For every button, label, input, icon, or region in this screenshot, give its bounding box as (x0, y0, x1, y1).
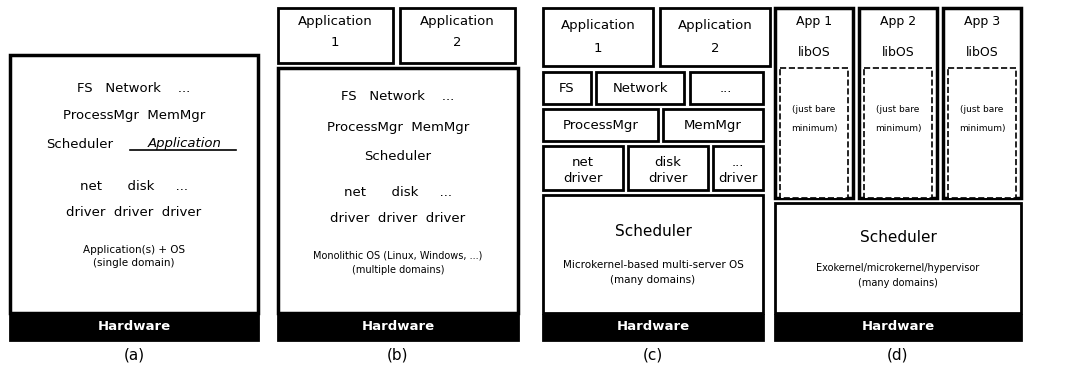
Text: driver: driver (648, 172, 688, 184)
Text: (a): (a) (123, 347, 145, 362)
Text: driver: driver (564, 172, 603, 184)
Bar (543, 315, 762, 340)
Text: App 3: App 3 (964, 15, 1000, 28)
Text: FS   Network    ...: FS Network ... (341, 91, 455, 104)
Text: ...: ... (732, 155, 744, 169)
Bar (690, 72, 762, 104)
Bar (400, 8, 515, 63)
Bar (543, 8, 653, 66)
Bar (278, 8, 393, 63)
Bar (10, 55, 258, 313)
Text: Hardware: Hardware (862, 320, 934, 334)
Text: ProcessMgr  MemMgr: ProcessMgr MemMgr (327, 120, 469, 134)
Text: driver  driver  driver: driver driver driver (330, 211, 465, 224)
Bar (278, 315, 518, 340)
Bar (543, 109, 658, 141)
Text: 1: 1 (594, 42, 603, 54)
Bar (775, 315, 1021, 340)
Text: Microkernel-based multi-server OS: Microkernel-based multi-server OS (563, 260, 743, 270)
Bar (660, 8, 770, 66)
Text: Scheduler: Scheduler (46, 138, 113, 150)
Text: Exokernel/microkernel/hypervisor: Exokernel/microkernel/hypervisor (816, 263, 980, 273)
Text: ...: ... (719, 81, 732, 95)
Text: libOS: libOS (798, 46, 831, 58)
Text: net      disk     ...: net disk ... (345, 185, 453, 199)
Text: (many domains): (many domains) (610, 275, 696, 285)
Text: Hardware: Hardware (362, 320, 434, 334)
Text: (just bare: (just bare (960, 105, 1003, 115)
Text: 2: 2 (453, 35, 461, 49)
Bar (10, 315, 258, 340)
Text: libOS: libOS (966, 46, 998, 58)
Text: (just bare: (just bare (793, 105, 836, 115)
Bar (713, 146, 762, 190)
Text: ProcessMgr  MemMgr: ProcessMgr MemMgr (63, 110, 205, 123)
Text: (single domain): (single domain) (93, 258, 175, 268)
Text: driver: driver (718, 172, 758, 184)
Text: (just bare: (just bare (876, 105, 920, 115)
Text: (b): (b) (388, 347, 408, 362)
Text: Monolithic OS (Linux, Windows, ...): Monolithic OS (Linux, Windows, ...) (313, 250, 483, 260)
Text: FS   Network    ...: FS Network ... (78, 81, 191, 95)
Text: driver  driver  driver: driver driver driver (67, 205, 202, 219)
Text: net: net (572, 155, 594, 169)
Text: (multiple domains): (multiple domains) (352, 265, 444, 275)
Bar (543, 146, 623, 190)
Text: MemMgr: MemMgr (684, 119, 742, 131)
Bar (943, 8, 1021, 198)
Text: App 2: App 2 (880, 15, 916, 28)
Bar (775, 203, 1021, 313)
Text: FS: FS (559, 81, 575, 95)
Text: libOS: libOS (881, 46, 915, 58)
Bar (775, 8, 853, 198)
Text: (many domains): (many domains) (859, 278, 937, 288)
Text: net      disk     ...: net disk ... (80, 180, 188, 192)
Bar (663, 109, 762, 141)
Bar (780, 68, 848, 198)
Bar (596, 72, 684, 104)
Text: Scheduler: Scheduler (365, 150, 432, 164)
Text: Scheduler: Scheduler (615, 224, 691, 239)
Text: minimum): minimum) (959, 123, 1005, 132)
Bar (278, 68, 518, 313)
Text: disk: disk (654, 155, 681, 169)
Bar (864, 68, 932, 198)
Bar (543, 72, 591, 104)
Bar (859, 8, 937, 198)
Text: Hardware: Hardware (617, 320, 689, 334)
Bar (543, 195, 762, 313)
Text: Hardware: Hardware (97, 320, 171, 334)
Text: minimum): minimum) (875, 123, 921, 132)
Text: Application: Application (561, 19, 635, 31)
Text: Application: Application (148, 138, 221, 150)
Bar (948, 68, 1016, 198)
Text: (d): (d) (888, 347, 908, 362)
Text: Scheduler: Scheduler (860, 231, 936, 246)
Text: Application: Application (298, 15, 373, 28)
Text: App 1: App 1 (796, 15, 832, 28)
Text: (c): (c) (643, 347, 663, 362)
Bar (627, 146, 708, 190)
Text: minimum): minimum) (791, 123, 837, 132)
Text: ProcessMgr: ProcessMgr (563, 119, 639, 131)
Text: Application(s) + OS: Application(s) + OS (83, 245, 185, 255)
Text: Application: Application (420, 15, 495, 28)
Text: 1: 1 (330, 35, 339, 49)
Text: Network: Network (612, 81, 667, 95)
Text: Application: Application (677, 19, 753, 31)
Text: 2: 2 (711, 42, 719, 54)
